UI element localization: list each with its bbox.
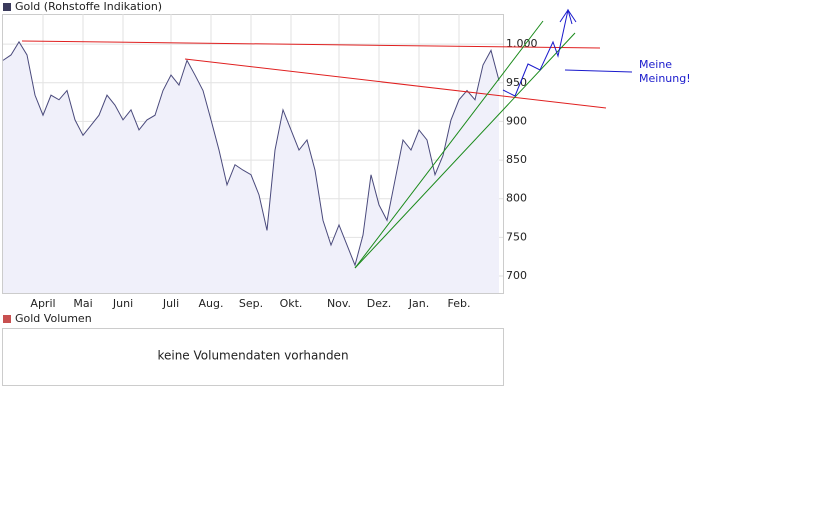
volume-message: keine Volumendaten vorhanden	[157, 349, 348, 363]
y-tick-label: 800	[506, 192, 527, 205]
y-tick-label: 750	[506, 230, 527, 243]
x-tick-label: Jan.	[408, 297, 429, 310]
legend-swatch	[3, 315, 11, 323]
x-tick-label: Nov.	[327, 297, 351, 310]
x-tick-label: Juni	[112, 297, 133, 310]
legend-label: Gold (Rohstoffe Indikation)	[15, 0, 162, 13]
y-tick-label: 700	[506, 269, 527, 282]
arrow-head	[559, 8, 573, 25]
y-tick-label: 850	[506, 153, 527, 166]
trend-line	[184, 58, 607, 109]
forecast-line	[502, 8, 577, 97]
x-tick-label: Sep.	[239, 297, 263, 310]
x-tick-label: Juli	[162, 297, 179, 310]
pointer-line	[564, 69, 633, 73]
x-tick-label: April	[30, 297, 55, 310]
trend-line	[354, 32, 576, 269]
volume-title: Gold Volumen	[15, 312, 92, 325]
area	[3, 41, 499, 293]
price-line	[2, 40, 500, 267]
trend-line	[354, 20, 544, 269]
y-tick-label: 900	[506, 114, 527, 127]
trend-line	[21, 40, 601, 49]
annotations	[21, 8, 633, 269]
x-tick-label: Feb.	[448, 297, 471, 310]
x-tick-label: Dez.	[367, 297, 392, 310]
y-tick-label: 950	[506, 76, 527, 89]
x-tick-label: Okt.	[280, 297, 303, 310]
x-tick-label: Mai	[73, 297, 92, 310]
legend-swatch	[3, 3, 11, 11]
x-tick-label: Aug.	[199, 297, 224, 310]
annotation-text: Meine Meinung!	[639, 58, 691, 85]
volume-frame	[2, 328, 504, 386]
